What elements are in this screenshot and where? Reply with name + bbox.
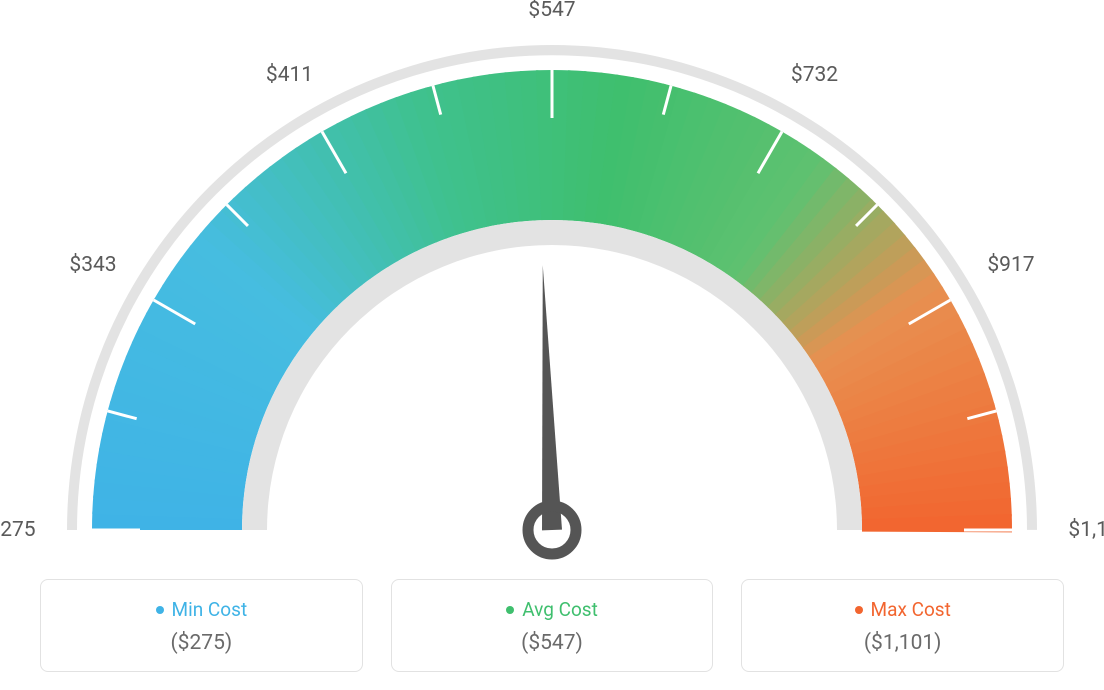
max-cost-title-row: Max Cost bbox=[855, 598, 951, 621]
gauge-tick-label: $275 bbox=[0, 518, 36, 542]
avg-cost-title-row: Avg Cost bbox=[506, 598, 598, 621]
avg-cost-value: ($547) bbox=[412, 631, 693, 655]
avg-cost-dot bbox=[506, 606, 514, 614]
min-cost-title: Min Cost bbox=[172, 598, 248, 621]
gauge-tick-label: $917 bbox=[987, 253, 1034, 277]
avg-cost-title: Avg Cost bbox=[522, 598, 598, 621]
max-cost-value: ($1,101) bbox=[762, 631, 1043, 655]
gauge-svg bbox=[0, 0, 1104, 560]
gauge-tick-label: $411 bbox=[266, 63, 313, 87]
avg-cost-card: Avg Cost ($547) bbox=[391, 579, 714, 672]
max-cost-dot bbox=[855, 606, 863, 614]
gauge-tick-label: $343 bbox=[69, 253, 116, 277]
min-cost-dot bbox=[156, 606, 164, 614]
gauge-tick-label: $547 bbox=[528, 0, 575, 22]
min-cost-title-row: Min Cost bbox=[156, 598, 248, 621]
min-cost-card: Min Cost ($275) bbox=[40, 579, 363, 672]
min-cost-value: ($275) bbox=[61, 631, 342, 655]
gauge-tick-label: $1,101 bbox=[1068, 518, 1104, 542]
gauge-chart: $275 $343 $411 $547 $732 $917 $1,101 bbox=[0, 0, 1104, 560]
max-cost-card: Max Cost ($1,101) bbox=[741, 579, 1064, 672]
max-cost-title: Max Cost bbox=[871, 598, 951, 621]
summary-cards: Min Cost ($275) Avg Cost ($547) Max Cost… bbox=[0, 579, 1104, 672]
gauge-tick-label: $732 bbox=[791, 63, 838, 87]
